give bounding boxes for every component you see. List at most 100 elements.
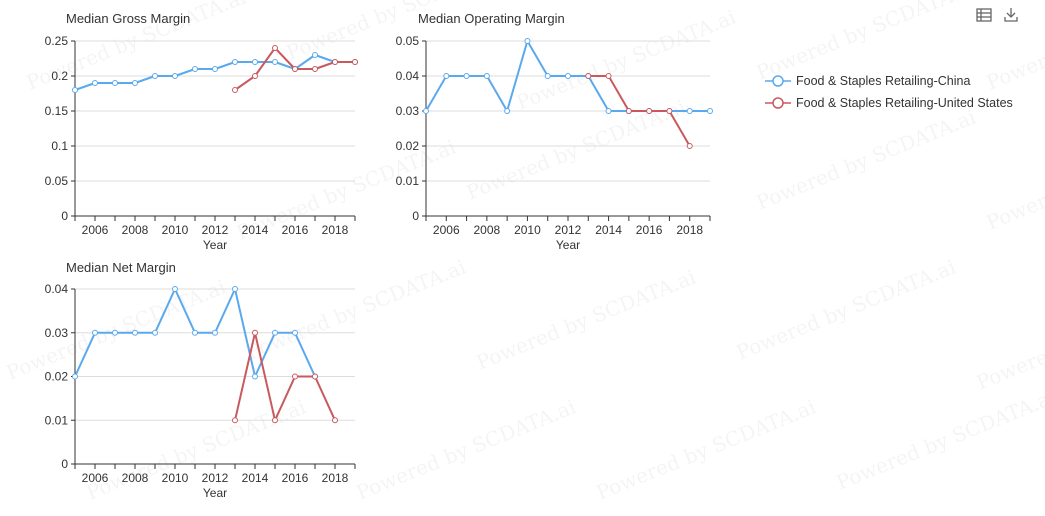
data-point[interactable] [707,108,713,114]
data-point[interactable] [463,73,470,79]
watermark-text: Powered by SCDATA.ai [833,385,1045,495]
watermark-text: Powered by SCDATA.ai [983,125,1045,235]
chart-1: Median Gross Margin 0 0.05 0.1 0.15 0.2 0.25 20… [45,11,358,252]
x-tick-label: 2016 [636,223,663,237]
legend-marker-united-states [765,97,791,109]
y-tick-label: 0.04 [396,69,420,83]
data-point[interactable] [312,373,318,380]
x-tick-label: 2008 [474,223,501,237]
y-tick-label: 0.25 [45,34,69,48]
data-point[interactable] [172,73,178,79]
x-tick-label: 2006 [82,471,109,485]
data-point[interactable] [332,59,338,65]
chart-3: Median Net Margin 0 0.01 0.02 0.03 0.04 2006 20… [45,260,356,500]
legend-item-united-states[interactable]: Food & Staples Retailing-United States [765,92,1013,114]
data-point[interactable] [625,108,632,114]
data-point[interactable] [152,329,158,336]
x-tick-label: 2014 [595,223,622,237]
legend-label-united-states: Food & Staples Retailing-United States [796,96,1013,110]
data-point[interactable] [605,73,612,79]
x-tick-label: 2006 [433,223,460,237]
data-point[interactable] [252,329,258,336]
y-tick-label: 0.15 [45,104,69,118]
data-point[interactable] [232,417,238,424]
legend-item-china[interactable]: Food & Staples Retailing-China [765,70,1013,92]
data-point[interactable] [92,80,98,86]
data-point[interactable] [112,80,118,86]
data-point[interactable] [72,87,78,93]
x-tick-label: 2012 [202,471,229,485]
legend: Food & Staples Retailing-China Food & St… [765,70,1013,114]
data-point[interactable] [504,108,511,114]
data-point[interactable] [252,59,258,65]
x-axis-label: Year [203,238,227,252]
data-point[interactable] [483,73,490,79]
y-tick-label: 0.03 [45,326,69,340]
chart-title: Median Gross Margin [66,11,190,26]
data-point[interactable] [152,73,158,79]
watermark-text: Powered by SCDATA.ai [353,395,579,505]
x-tick-label: 2018 [322,471,349,485]
watermark-text: Powered by SCDATA.ai [243,255,469,365]
x-tick-label: 2014 [242,471,269,485]
data-point[interactable] [192,66,198,72]
data-point[interactable] [646,108,653,114]
data-point[interactable] [312,66,318,72]
data-point[interactable] [252,73,258,79]
data-point[interactable] [212,329,218,336]
x-tick-label: 2012 [202,223,229,237]
data-point[interactable] [292,373,298,380]
x-tick-label: 2008 [122,223,149,237]
y-tick-label: 0.1 [51,139,68,153]
data-point[interactable] [272,45,278,51]
data-point[interactable] [565,73,571,79]
y-tick-label: 0.05 [396,34,420,48]
data-point[interactable] [272,417,278,424]
data-point[interactable] [443,73,450,79]
data-point[interactable] [686,108,693,114]
chart-title: Median Operating Margin [418,11,565,26]
y-tick-label: 0.01 [396,174,420,188]
data-point[interactable] [132,329,138,336]
data-point[interactable] [132,80,138,86]
data-point[interactable] [292,66,298,72]
data-point[interactable] [232,87,238,93]
data-point[interactable] [192,329,198,336]
legend-label-china: Food & Staples Retailing-China [796,74,971,88]
y-tick-label: 0.01 [45,413,69,427]
data-point[interactable] [292,329,298,336]
data-point[interactable] [272,59,278,65]
data-point[interactable] [112,329,118,336]
data-point[interactable] [92,329,98,336]
data-point[interactable] [212,66,218,72]
data-point[interactable] [585,73,592,79]
download-icon[interactable] [1002,6,1020,24]
y-tick-label: 0 [61,209,68,223]
data-point[interactable] [686,143,693,149]
watermark-text: Powered by SCDATA.ai [733,255,959,365]
watermark-text: Powered by SCDATA.ai [593,395,819,505]
data-point[interactable] [172,286,178,292]
x-tick-label: 2016 [282,471,309,485]
data-point[interactable] [312,52,318,58]
y-tick-label: 0.02 [45,370,69,384]
data-point[interactable] [72,373,78,380]
data-point[interactable] [352,59,358,65]
table-icon[interactable] [975,6,993,24]
data-point[interactable] [423,108,429,114]
x-axis-label: Year [556,238,580,252]
data-point[interactable] [252,373,258,380]
x-tick-label: 2012 [555,223,582,237]
data-point[interactable] [524,38,531,44]
data-point[interactable] [272,329,278,336]
x-tick-label: 2010 [162,471,189,485]
data-point[interactable] [544,73,551,79]
data-point[interactable] [666,108,673,114]
data-point[interactable] [232,286,238,292]
x-tick-label: 2018 [676,223,703,237]
data-point[interactable] [332,417,338,424]
y-tick-label: 0.05 [45,174,69,188]
data-point[interactable] [605,108,612,114]
data-point[interactable] [232,59,238,65]
